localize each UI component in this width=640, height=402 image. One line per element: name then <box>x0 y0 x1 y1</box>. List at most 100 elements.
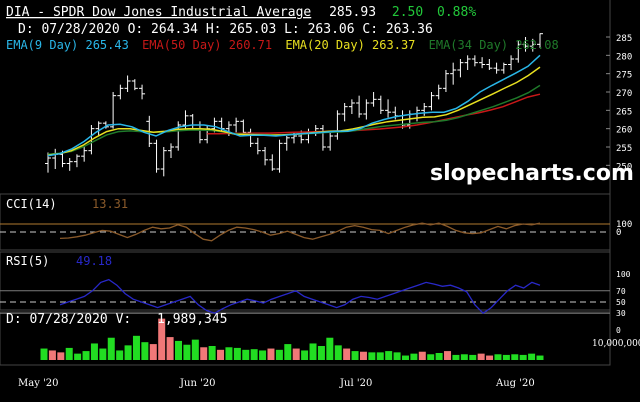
volume-bar <box>418 351 426 360</box>
volume-bar <box>116 350 124 360</box>
volume-bar <box>166 337 174 360</box>
volume-bar <box>502 354 510 360</box>
change-value: 2.50 <box>392 5 423 20</box>
volume-bar <box>40 348 48 360</box>
rsi-value: 49.18 <box>76 254 112 268</box>
rsi-panel: 100 70 50 30 0 <box>0 270 631 335</box>
price-tick-label: 270 <box>616 89 632 99</box>
volume-bar <box>359 351 367 360</box>
volume-bar <box>317 346 325 360</box>
chart-header: DIA - SPDR Dow Jones Industrial Average … <box>6 5 476 20</box>
volume-bar <box>208 346 216 360</box>
last-price: 285.93 <box>329 5 376 20</box>
price-tick-label: 275 <box>616 71 632 81</box>
volume-bar <box>175 340 183 360</box>
cci-label: CCI(14) <box>6 197 57 211</box>
ema-9-label: EMA(9 Day) 265.43 <box>6 38 129 52</box>
volume-bar <box>65 347 73 360</box>
volume-bar <box>200 347 208 360</box>
volume-bar <box>536 355 544 360</box>
price-panel <box>45 33 543 177</box>
change-percent: 0.88% <box>437 5 476 20</box>
cci-line <box>59 222 541 242</box>
volume-bar <box>385 351 393 360</box>
volume-value: 1,989,345 <box>157 312 227 327</box>
volume-bar <box>250 349 258 360</box>
price-tick-label: 260 <box>616 126 632 136</box>
y-axis-ticks: 285 280 275 270 265 260 255 250 <box>606 34 632 172</box>
price-tick-label: 250 <box>616 162 632 172</box>
volume-bar <box>82 351 90 360</box>
volume-bar <box>57 352 65 360</box>
ema-34-label: EMA(34 Day) 262.08 <box>429 38 559 52</box>
volume-bar <box>233 347 241 360</box>
volume-bar <box>132 335 140 360</box>
volume-bar <box>217 349 225 360</box>
volume-bar <box>242 349 250 360</box>
volume-bar <box>410 353 418 360</box>
volume-bar <box>486 355 494 360</box>
price-tick-label: 280 <box>616 52 632 62</box>
volume-bar <box>124 345 132 360</box>
volume-bar <box>301 350 309 360</box>
ema-50-label: EMA(50 Day) 260.71 <box>142 38 272 52</box>
x-axis: May '20 Jun '20 Jul '20 Aug '20 <box>18 378 535 389</box>
volume-bar <box>511 354 519 360</box>
volume-bar <box>376 352 384 360</box>
volume-bar <box>528 353 536 360</box>
x-axis-label: Jul '20 <box>339 378 372 389</box>
rsi-tick-label: 50 <box>616 298 626 307</box>
volume-bar <box>427 354 435 360</box>
volume-bar <box>158 318 166 360</box>
volume-bar <box>469 354 477 360</box>
volume-bar <box>334 345 342 360</box>
volume-bar <box>191 339 199 360</box>
ema-legend: EMA(9 Day) 265.43 EMA(50 Day) 260.71 EMA… <box>6 38 559 52</box>
volume-bar <box>48 350 56 360</box>
volume-bar <box>275 349 283 360</box>
ema-9-line <box>47 54 541 157</box>
volume-bar <box>460 354 468 360</box>
x-axis-label: May '20 <box>18 378 59 389</box>
volume-bar <box>225 347 233 360</box>
rsi-tick-label: 100 <box>616 270 631 279</box>
rsi-tick-label: 30 <box>616 309 626 318</box>
volume-bar <box>494 354 502 360</box>
volume-bar <box>99 348 107 360</box>
volume-bar <box>74 353 82 360</box>
volume-bar <box>519 354 527 360</box>
volume-bar <box>368 352 376 360</box>
volume-bar <box>90 343 98 360</box>
volume-bar <box>309 343 317 360</box>
volume-readout: D: 07/28/2020 V: 1,989,345 <box>6 312 228 327</box>
rsi-tick-label: 70 <box>616 287 626 296</box>
volume-panel: 10,000,000 <box>40 318 640 360</box>
volume-tick-label: 10,000,000 <box>592 339 640 349</box>
cci-tick-label: 0 <box>616 228 621 238</box>
volume-bar <box>401 355 409 360</box>
volume-date-label: D: 07/28/2020 V: <box>6 312 131 327</box>
ohlc-readout: D: 07/28/2020 O: 264.34 H: 265.03 L: 263… <box>18 22 433 37</box>
volume-bar <box>435 353 443 360</box>
rsi-tick-label: 0 <box>616 326 621 335</box>
volume-bar <box>452 354 460 360</box>
volume-bar <box>141 342 149 360</box>
price-tick-label: 285 <box>616 34 632 44</box>
volume-bar <box>284 344 292 360</box>
price-tick-label: 255 <box>616 144 632 154</box>
rsi-line <box>59 278 541 315</box>
volume-bar <box>343 348 351 360</box>
symbol-title[interactable]: DIA - SPDR Dow Jones Industrial Average <box>6 5 311 20</box>
x-axis-label: Aug '20 <box>495 378 535 389</box>
volume-bar <box>444 351 452 360</box>
volume-bar <box>477 353 485 360</box>
ema-20-label: EMA(20 Day) 263.37 <box>285 38 415 52</box>
volume-bar <box>149 344 157 360</box>
volume-bar <box>292 348 300 360</box>
cci-value: 13.31 <box>92 197 128 211</box>
watermark: slopecharts.com <box>430 161 634 186</box>
panel-frames <box>0 0 611 366</box>
volume-bar <box>267 348 275 360</box>
